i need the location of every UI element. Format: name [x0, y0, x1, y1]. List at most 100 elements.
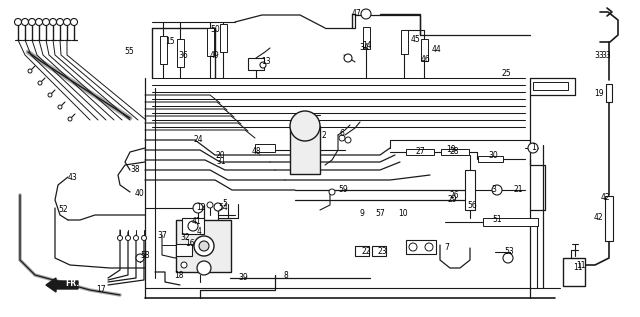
- Text: 11: 11: [573, 263, 582, 273]
- Circle shape: [194, 236, 214, 256]
- Bar: [420, 39, 428, 61]
- Text: 42: 42: [594, 214, 604, 223]
- Text: 20: 20: [215, 151, 225, 159]
- Text: 39: 39: [238, 273, 248, 281]
- Circle shape: [199, 241, 209, 251]
- Circle shape: [193, 203, 203, 213]
- Circle shape: [58, 105, 62, 109]
- Text: 15: 15: [165, 37, 175, 47]
- Circle shape: [290, 111, 320, 141]
- Circle shape: [528, 143, 538, 153]
- Bar: [207, 28, 214, 56]
- Text: 4: 4: [197, 228, 202, 236]
- Text: 23: 23: [378, 248, 388, 256]
- Text: 47: 47: [352, 10, 362, 18]
- Text: 21: 21: [513, 185, 522, 195]
- Text: 18: 18: [174, 270, 184, 280]
- Text: 50: 50: [210, 25, 220, 35]
- Circle shape: [188, 221, 198, 231]
- Text: 30: 30: [488, 151, 498, 159]
- Bar: [182, 218, 204, 234]
- Circle shape: [48, 93, 52, 97]
- Bar: [176, 220, 231, 272]
- Circle shape: [38, 81, 42, 85]
- Text: 37: 37: [157, 230, 167, 240]
- Bar: [248, 58, 264, 70]
- Bar: [177, 39, 184, 67]
- Bar: [176, 244, 192, 256]
- Bar: [605, 196, 613, 241]
- Circle shape: [22, 18, 29, 25]
- Text: 14: 14: [362, 42, 372, 50]
- Text: 48: 48: [252, 146, 262, 156]
- Text: 25: 25: [501, 69, 511, 79]
- Text: 51: 51: [492, 216, 502, 224]
- Circle shape: [409, 243, 417, 251]
- Bar: [532, 82, 568, 90]
- Text: 27: 27: [416, 147, 426, 157]
- Text: 46: 46: [421, 55, 431, 64]
- Text: 13: 13: [261, 57, 271, 67]
- Circle shape: [345, 137, 351, 143]
- Circle shape: [28, 69, 32, 73]
- Text: 7: 7: [444, 243, 449, 253]
- Circle shape: [492, 185, 502, 195]
- Bar: [220, 24, 227, 52]
- Text: 56: 56: [467, 200, 477, 210]
- Text: 55: 55: [124, 48, 134, 56]
- Circle shape: [214, 203, 222, 211]
- Text: 36: 36: [178, 51, 188, 61]
- Text: 26: 26: [450, 191, 460, 200]
- Text: 45: 45: [411, 36, 420, 44]
- Circle shape: [136, 254, 144, 262]
- Circle shape: [141, 236, 147, 241]
- Text: 1: 1: [531, 144, 536, 152]
- Text: 42: 42: [601, 193, 611, 203]
- Bar: [406, 149, 434, 155]
- Text: 41: 41: [192, 217, 202, 225]
- Circle shape: [29, 18, 35, 25]
- Text: 11: 11: [576, 261, 586, 269]
- Text: 49: 49: [210, 50, 220, 60]
- Text: 33: 33: [594, 51, 604, 61]
- Text: 3: 3: [491, 185, 496, 195]
- Circle shape: [49, 18, 56, 25]
- Text: 5: 5: [222, 199, 227, 209]
- Text: 22: 22: [361, 248, 371, 256]
- Text: 57: 57: [375, 210, 385, 218]
- Circle shape: [134, 236, 138, 241]
- Bar: [483, 218, 538, 226]
- Text: 29: 29: [447, 196, 456, 204]
- Bar: [255, 144, 275, 152]
- Text: 31: 31: [216, 158, 226, 166]
- Bar: [401, 30, 408, 54]
- Text: 54: 54: [218, 203, 228, 211]
- Circle shape: [63, 18, 70, 25]
- Circle shape: [125, 236, 131, 241]
- Text: 53: 53: [504, 248, 514, 256]
- Circle shape: [207, 202, 213, 208]
- Circle shape: [361, 9, 371, 19]
- Circle shape: [344, 54, 352, 62]
- Bar: [372, 246, 386, 256]
- Circle shape: [425, 243, 433, 251]
- Text: 43: 43: [68, 172, 77, 182]
- Text: 34: 34: [359, 43, 369, 53]
- Bar: [290, 126, 320, 174]
- Bar: [355, 246, 369, 256]
- Text: 12: 12: [196, 204, 205, 212]
- Bar: [563, 258, 585, 286]
- Bar: [465, 170, 475, 210]
- Circle shape: [260, 62, 266, 68]
- Text: 6: 6: [339, 130, 344, 139]
- Bar: [606, 84, 612, 102]
- Circle shape: [70, 18, 77, 25]
- Circle shape: [329, 189, 335, 195]
- Circle shape: [56, 18, 63, 25]
- Text: 44: 44: [432, 46, 442, 55]
- Text: FR.: FR.: [65, 279, 79, 288]
- Bar: [159, 36, 166, 64]
- Circle shape: [118, 236, 122, 241]
- Circle shape: [181, 262, 187, 268]
- Text: 33: 33: [601, 51, 611, 61]
